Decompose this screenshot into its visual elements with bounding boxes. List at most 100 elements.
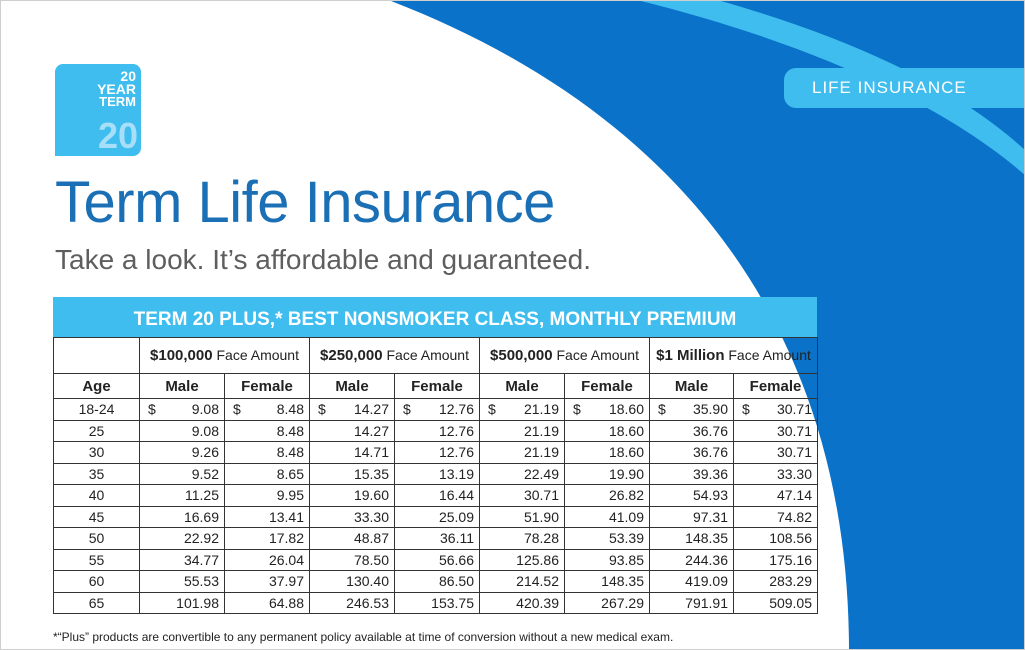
premium-value: 39.36 (692, 465, 728, 482)
logo-line-3: TERM (99, 94, 136, 109)
face-amount-header: $100,000 Face Amount (139, 337, 310, 374)
male-column-header: Male (479, 373, 565, 399)
premium-cell: 12.76 (394, 441, 480, 464)
premium-cell: 56.66 (394, 548, 480, 571)
male-column-header: Male (649, 373, 734, 399)
premium-cell: 8.48 (224, 441, 310, 464)
premium-value: 14.27 (353, 422, 389, 439)
premium-cell: 36.76 (649, 441, 734, 464)
premium-cell: 54.93 (649, 484, 734, 507)
male-column-header: Male (139, 373, 225, 399)
premium-value: 64.88 (268, 594, 304, 611)
premium-cell: 30.71 (732, 419, 819, 442)
premium-cell: $14.27 (309, 398, 395, 421)
table-row: 65 101.98 64.88 246.53 153.75 420.39 267.29 791… (53, 591, 819, 614)
premium-cell: 78.28 (479, 527, 565, 550)
premium-value: 18.60 (608, 422, 644, 439)
currency-symbol: $ (233, 401, 241, 418)
age-cell: 35 (53, 462, 140, 485)
age-cell: 40 (53, 484, 140, 507)
premium-cell: 93.85 (564, 548, 650, 571)
premium-grid: $100,000 Face Amount $250,000 Face Amoun… (53, 337, 819, 614)
premium-value: 21.19 (523, 401, 559, 418)
premium-cell: 55.53 (139, 570, 225, 593)
face-amount-suffix: Face Amount (552, 347, 639, 363)
twenty-year-term-logo: 20 YEAR TERM 20 (55, 64, 141, 156)
premium-cell: 19.60 (309, 484, 395, 507)
premium-cell: $12.76 (394, 398, 480, 421)
premium-value: 267.29 (601, 594, 644, 611)
premium-table: TERM 20 PLUS,* BEST NONSMOKER CLASS, MON… (53, 297, 819, 614)
premium-value: 19.90 (608, 465, 644, 482)
premium-cell: 9.95 (224, 484, 310, 507)
premium-value: 30.71 (523, 487, 559, 504)
premium-value: 97.31 (692, 508, 728, 525)
premium-cell: 22.49 (479, 462, 565, 485)
premium-cell: 9.26 (139, 441, 225, 464)
premium-value: 30.71 (776, 444, 813, 461)
premium-value: 17.82 (268, 530, 304, 547)
table-row: 40 11.25 9.95 19.60 16.44 30.71 26.82 54.93 47.1… (53, 484, 819, 507)
currency-symbol: $ (403, 401, 411, 418)
premium-value: 9.95 (276, 487, 304, 504)
premium-value: 12.76 (438, 422, 474, 439)
blank-header-cell (53, 337, 140, 374)
premium-value: 108.56 (769, 530, 813, 547)
premium-cell: 25.09 (394, 505, 480, 528)
face-amount-value: $500,000 (490, 347, 553, 364)
logo-line-2: YEAR (97, 81, 136, 97)
premium-value: 25.09 (438, 508, 474, 525)
premium-cell: 148.35 (564, 570, 650, 593)
premium-value: 78.28 (523, 530, 559, 547)
premium-cell: $30.71 (732, 398, 819, 421)
age-cell: 18-24 (53, 398, 140, 421)
premium-cell: 19.90 (564, 462, 650, 485)
premium-value: 14.71 (353, 444, 389, 461)
premium-cell: 244.36 (649, 548, 734, 571)
premium-value: 283.29 (769, 573, 813, 590)
table-row: 35 9.52 8.65 15.35 13.19 22.49 19.90 39.36 33.30 (53, 462, 819, 485)
premium-value: 26.04 (268, 551, 304, 568)
premium-cell: $8.48 (224, 398, 310, 421)
premium-cell: 33.30 (732, 462, 819, 485)
table-row: 55 34.77 26.04 78.50 56.66 125.86 93.85 244.36 1… (53, 548, 819, 571)
premium-value: 74.82 (776, 508, 813, 525)
logo-big-number: 20 (97, 115, 138, 156)
premium-cell: 21.19 (479, 441, 565, 464)
premium-value: 125.86 (516, 551, 559, 568)
currency-symbol: $ (742, 401, 750, 418)
female-column-header: Female (224, 373, 310, 399)
premium-value: 51.90 (523, 508, 559, 525)
page-subtitle: Take a look. It’s affordable and guarant… (55, 244, 592, 275)
premium-value: 34.77 (183, 551, 219, 568)
premium-cell: 148.35 (649, 527, 734, 550)
face-amount-suffix: Face Amount (724, 347, 811, 363)
premium-value: 36.76 (692, 422, 728, 439)
premium-cell: $9.08 (139, 398, 225, 421)
premium-value: 791.91 (685, 594, 728, 611)
logo-line-1: 20 (120, 68, 136, 84)
premium-value: 16.69 (183, 508, 219, 525)
premium-value: 12.76 (438, 444, 474, 461)
life-insurance-tab: LIFE INSURANCE (784, 68, 1024, 108)
premium-cell: 214.52 (479, 570, 565, 593)
premium-cell: 51.90 (479, 505, 565, 528)
age-column-header: Age (53, 373, 140, 399)
premium-cell: 153.75 (394, 591, 480, 614)
premium-value: 93.85 (608, 551, 644, 568)
premium-value: 148.35 (685, 530, 728, 547)
premium-cell: 420.39 (479, 591, 565, 614)
premium-cell: 30.71 (732, 441, 819, 464)
premium-value: 11.25 (185, 487, 219, 504)
age-cell: 50 (53, 527, 140, 550)
face-amount-header: $1 Million Face Amount (648, 337, 819, 374)
table-row: 50 22.92 17.82 48.87 36.11 78.28 53.39 148.35 10… (53, 527, 819, 550)
premium-value: 148.35 (601, 573, 644, 590)
face-amount-suffix: Face Amount (212, 347, 299, 363)
premium-value: 55.53 (183, 573, 219, 590)
premium-value: 33.30 (353, 508, 389, 525)
premium-cell: 8.65 (224, 462, 310, 485)
male-column-header: Male (309, 373, 395, 399)
